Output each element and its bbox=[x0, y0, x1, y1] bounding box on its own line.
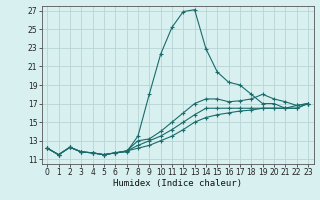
X-axis label: Humidex (Indice chaleur): Humidex (Indice chaleur) bbox=[113, 179, 242, 188]
